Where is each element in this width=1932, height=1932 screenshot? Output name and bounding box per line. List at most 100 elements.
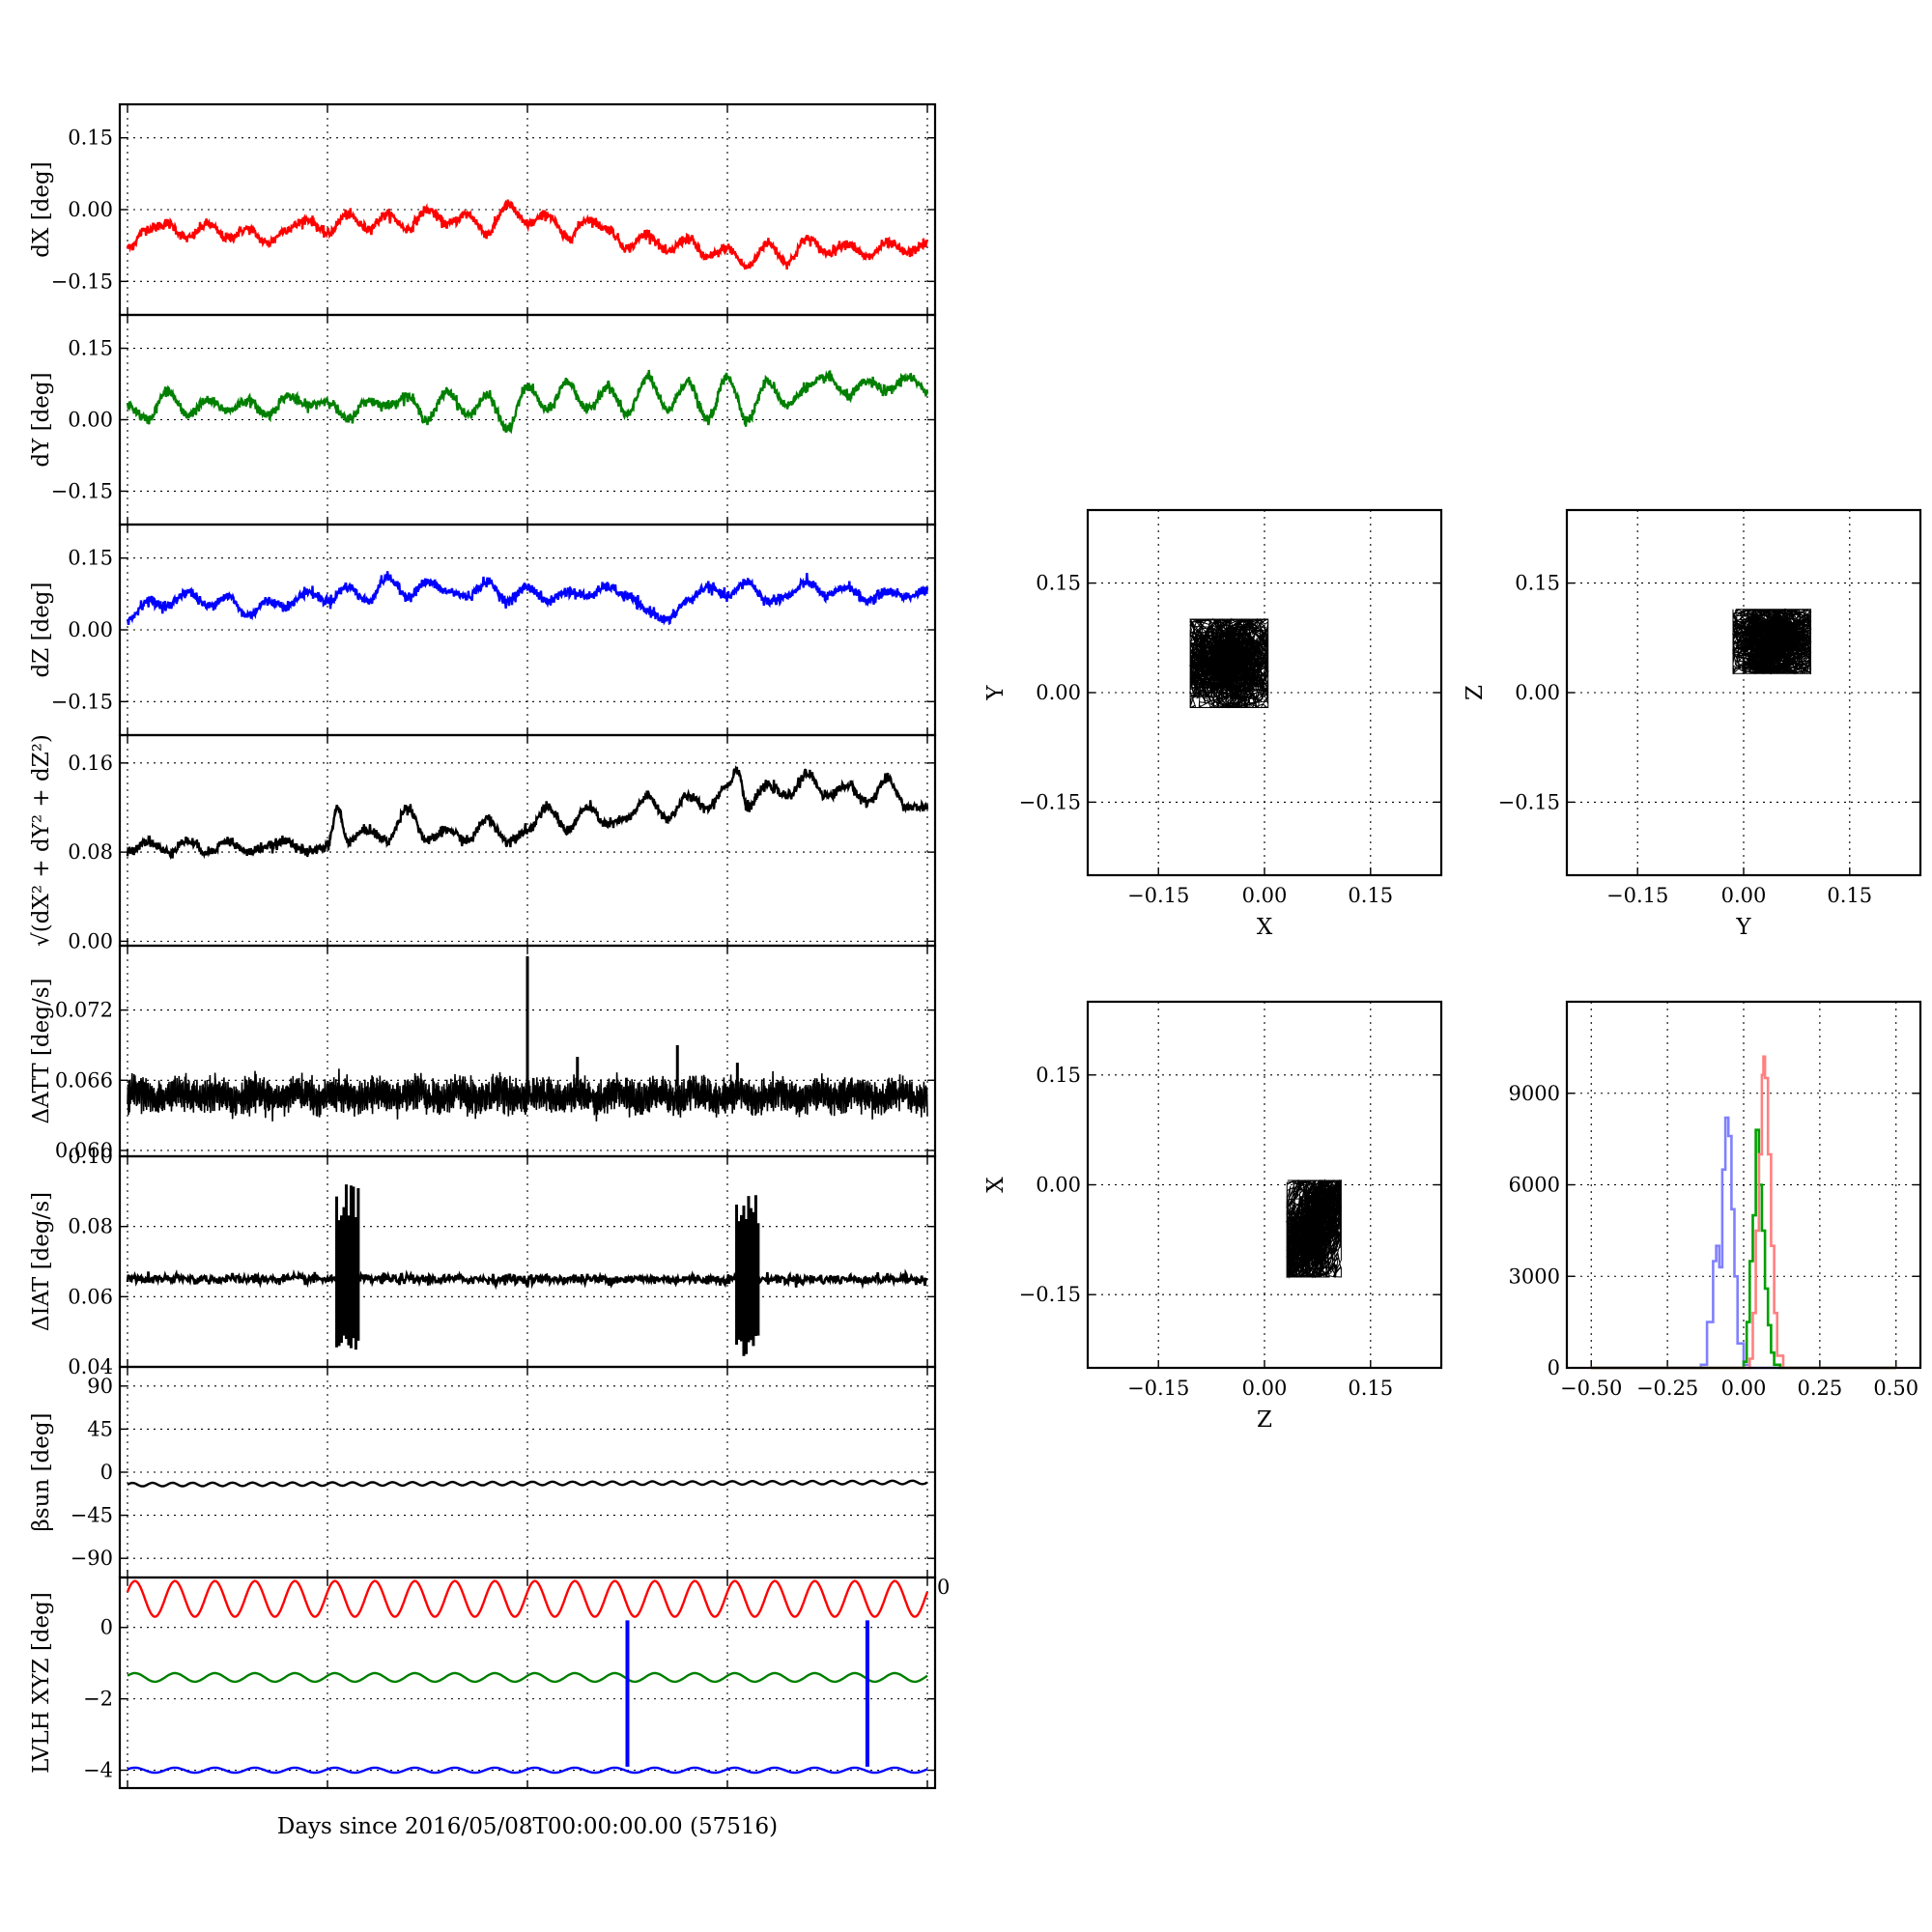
dY-ytick-label: 0.00 [68,409,113,432]
datt-ytick-label: 0.072 [55,999,113,1022]
panel-lvlh: 0 −2 −4 LVLH XYZ [deg] [29,1576,937,1790]
yz-xlabel: Y [1735,915,1751,940]
zx-frame [1086,1000,1443,1370]
lvlh-ylabel: LVLH XYZ [deg] [29,1592,54,1774]
hist-series-X [1591,1116,1896,1370]
xy-xtick-label: 0.00 [1242,884,1288,907]
yz-xtick-label: 0.00 [1721,884,1767,907]
dX-ytick-label: −0.15 [51,270,113,293]
zx-xtick-label: −0.15 [1127,1377,1189,1400]
datt-ytick-label: 0.066 [55,1068,113,1092]
dX-ytick-label: 0.00 [68,198,113,221]
zx-ytick-label: −0.15 [1019,1283,1081,1306]
zx-ytick-label: 0.15 [1036,1064,1081,1087]
hist-ytick-label: 3000 [1509,1264,1560,1288]
xy-ytick-label: 0.00 [1036,681,1081,704]
zx-xtick-label: 0.15 [1348,1377,1393,1400]
dZ-ylabel: dZ [deg] [29,582,54,677]
dtot-ytick-label: 0.16 [68,752,113,775]
stray-tick-label: 0 [937,1576,950,1599]
lvlh-ytick-label: −4 [83,1759,113,1782]
hist-frame [1565,1000,1922,1370]
diat-series [126,1268,929,1291]
hist-xtick-label: 0.00 [1721,1377,1767,1400]
dY-ytick-label: −0.15 [51,479,113,502]
yz-xtick-label: −0.15 [1606,884,1668,907]
yz-ylabel: Z [1463,685,1488,700]
dtot-data [126,765,929,861]
dX-ytick-label: 0.15 [68,127,113,150]
panel-dY: 0.15 0.00 −0.15 dY [deg] [29,313,937,526]
panels: 0.15 0.00 −0.15 dX [deg] 0.15 0.00 −0.15 dY [de… [29,102,1922,1790]
zx-xtick-label: 0.00 [1242,1377,1288,1400]
zx-ytick-label: 0.00 [1036,1174,1081,1197]
xy-xtick-label: −0.15 [1127,884,1189,907]
dZ-ytick-label: 0.00 [68,618,113,641]
yz-ytick-label: −0.15 [1498,790,1560,813]
beta-ytick-label: 45 [87,1417,113,1440]
diat-ytick-label: 0.04 [68,1355,113,1378]
xy-ytick-label: −0.15 [1019,790,1081,813]
dX-data [126,199,929,270]
dtot-ytick-label: 0.00 [68,929,113,952]
diat-ytick-label: 0.10 [68,1145,113,1168]
beta-ytick-label: −90 [71,1547,113,1570]
dY-data [126,369,929,435]
panel-dX: 0.15 0.00 −0.15 dX [deg] [29,102,937,317]
zx-trajectory [1285,1179,1343,1279]
dZ-ytick-label: 0.15 [68,547,113,570]
yz-trajectory [1731,608,1812,675]
diat-ytick-label: 0.08 [68,1215,113,1238]
dY-series [126,369,929,435]
yz-xtick-label: 0.15 [1827,884,1872,907]
dtot-ytick-label: 0.08 [68,840,113,864]
diat-ylabel: ΔIAT [deg/s] [29,1192,54,1331]
lvlh-frame [118,1576,937,1790]
xy-ylabel: Y [983,685,1009,701]
beta-series [127,1479,928,1488]
dX-series [126,199,929,270]
xy-xtick-label: 0.15 [1348,884,1393,907]
hist-xtick-label: −0.50 [1560,1377,1622,1400]
xy-ytick-label: 0.15 [1036,572,1081,595]
beta-data [127,1479,928,1488]
xy-frame [1086,508,1443,877]
hist-ytick-label: 6000 [1509,1174,1560,1197]
panel-yz: −0.15 0.00 0.15 0.15 0.00 −0.15 Y Z [1463,508,1922,940]
dX-ylabel: dX [deg] [29,161,54,257]
hist-ytick-label: 0 [1548,1356,1560,1379]
dZ-ytick-label: −0.15 [51,690,113,713]
dtot-ylabel: √(dX² + dY² + dZ²) [29,734,54,947]
lvlh-series-Y [127,1671,928,1684]
dZ-data [126,571,929,626]
panel-zx: −0.15 0.00 0.15 0.15 0.00 −0.15 Z X [983,1000,1443,1433]
xy-trajectory [1188,617,1269,709]
hist-xtick-label: 0.50 [1873,1377,1918,1400]
dZ-series [126,571,929,626]
zx-xlabel: Z [1257,1407,1272,1433]
zx-ylabel: X [983,1177,1009,1193]
yz-ytick-label: 0.15 [1515,572,1560,595]
datt-series [127,1068,928,1122]
dY-ylabel: dY [deg] [29,372,54,467]
panel-beta: 90 45 0 −45 −90 βsun [deg] [29,1365,937,1579]
datt-data [127,955,928,1122]
time-axis-label: Days since 2016/05/08T00:00:00.00 (57516… [277,1814,778,1839]
lvlh-series-X [126,1579,929,1618]
lvlh-data [126,1579,929,1775]
hist-xtick-label: 0.25 [1797,1377,1842,1400]
lvlh-series-Z [127,1766,928,1775]
panel-xy: −0.15 0.00 0.15 0.15 0.00 −0.15 X Y [983,508,1443,940]
panel-diat: 0.10 0.08 0.06 0.04 ΔIAT [deg/s] [29,1145,937,1378]
diat-data [126,1184,929,1356]
beta-ylabel: βsun [deg] [29,1412,54,1531]
diat-ytick-label: 0.06 [68,1285,113,1308]
panel-hist: −0.50 −0.25 0.00 0.25 0.50 0 3000 6000 9000 [1509,1000,1922,1400]
beta-ytick-label: 90 [87,1375,113,1398]
xy-xlabel: X [1257,915,1273,940]
hist-xtick-label: −0.25 [1636,1377,1698,1400]
datt-ylabel: ΔATT [deg/s] [29,979,54,1124]
beta-ytick-label: −45 [71,1504,113,1527]
